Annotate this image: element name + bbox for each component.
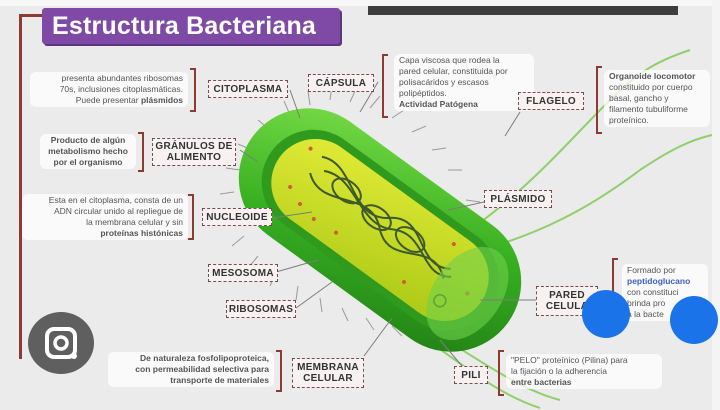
timeline-line — [19, 14, 22, 359]
membrana-bracket — [276, 350, 282, 392]
right-edge — [712, 0, 720, 410]
granulos-description: Producto de algún metabolismo hecho por … — [40, 134, 136, 169]
ribosome-dots — [288, 146, 470, 296]
pili-description: "PELO" proteínico (Pilina) para la fijac… — [506, 354, 662, 389]
label-flagelo: FLAGELO — [518, 92, 584, 110]
nucleoide-description: Esta en el citoplasma, consta de un ADN … — [22, 194, 188, 240]
top-dark-bar — [368, 6, 678, 15]
flagelo-description: Organoide locomotor constituido por cuer… — [604, 70, 710, 127]
top-edge — [0, 0, 720, 6]
label-pili: PILI — [454, 366, 488, 384]
label-capsula: CÁPSULA — [308, 74, 374, 92]
label-ribosomas: RIBOSOMAS — [226, 300, 296, 318]
citoplasma-description: presenta abundantes ribosomas 70s, inclu… — [30, 72, 188, 107]
nucleoid — [309, 155, 452, 279]
pili-bracket — [498, 350, 504, 396]
label-membrana: MEMBRANA CELULAR — [292, 358, 364, 388]
membrana-description: De naturaleza fosfolipoproteica, con per… — [108, 352, 274, 387]
timeline-cap — [19, 14, 43, 17]
label-nucleoide: NUCLEOIDE — [202, 208, 272, 226]
capsula-bracket — [382, 54, 388, 118]
google-lens-icon[interactable] — [28, 312, 94, 374]
granulos-bracket — [138, 132, 144, 172]
page-title: Estructura Bacteriana — [42, 8, 340, 44]
citoplasma-bracket — [190, 68, 196, 112]
label-citoplasma: CITOPLASMA — [208, 80, 288, 98]
blue-marker-icon — [582, 290, 630, 338]
label-granulos: GRÁNULOS DE ALIMENTO — [152, 138, 236, 166]
cell-body — [238, 108, 522, 352]
nucleoide-bracket — [188, 194, 194, 240]
leader-lines — [239, 81, 536, 367]
label-mesosoma: MESOSOMA — [208, 264, 278, 282]
capsula-description: Capa viscosa que rodea la pared celular,… — [394, 54, 534, 111]
label-plasmido: PLÁSMIDO — [484, 190, 552, 208]
flagelo-bracket — [596, 66, 602, 134]
blue-marker-icon — [670, 296, 718, 344]
